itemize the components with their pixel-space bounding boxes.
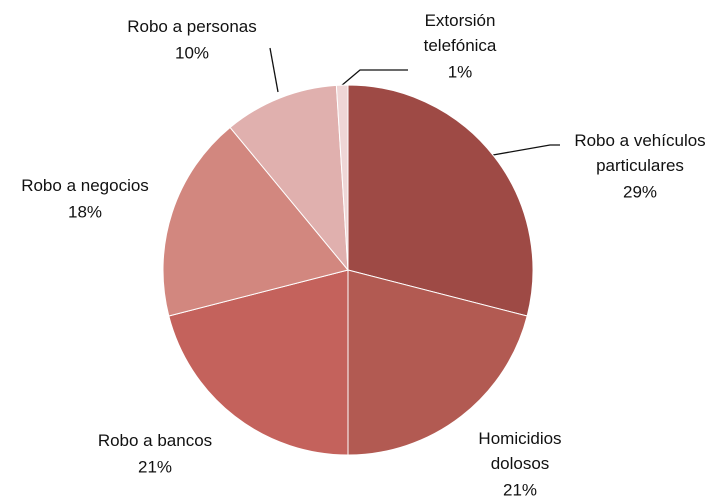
slice-label: Extorsión telefónica <box>424 11 497 55</box>
slice-label: Robo a personas <box>127 17 256 36</box>
leader-line <box>492 144 560 156</box>
leader-line <box>269 47 279 93</box>
leader-line <box>340 69 408 87</box>
pie-slice <box>347 84 534 317</box>
pie-slice <box>347 269 528 456</box>
value-label: 29% <box>623 182 657 201</box>
pie-slice <box>335 84 349 271</box>
value-label: 18% <box>68 202 102 221</box>
value-label: 10% <box>175 43 209 62</box>
slice-label: Robo a negocios <box>21 176 149 195</box>
value-label: 21% <box>138 457 172 476</box>
pie-slice <box>162 126 349 317</box>
slice-label: Robo a bancos <box>98 431 212 450</box>
slice-label: Robo a vehículos particulares <box>574 131 705 175</box>
slice-label: Homicidios dolosos <box>478 429 561 473</box>
value-label: 21% <box>503 480 537 499</box>
pie-slice <box>229 84 349 272</box>
pie-slice <box>168 269 349 456</box>
value-label: 1% <box>448 62 473 81</box>
